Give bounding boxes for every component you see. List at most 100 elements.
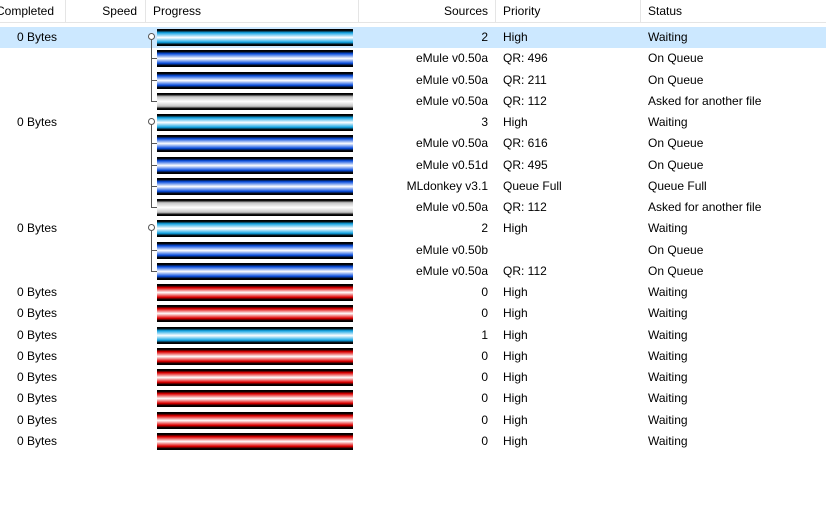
- priority: High: [503, 327, 528, 342]
- progress-bar: [157, 390, 353, 408]
- status: Asked for another file: [648, 200, 762, 214]
- priority: High: [503, 370, 528, 384]
- priority: High: [503, 306, 528, 321]
- progress-bar: [157, 199, 353, 216]
- completed: 0 Bytes: [16, 30, 57, 44]
- row[interactable]: [0, 410, 826, 431]
- row[interactable]: [0, 431, 826, 452]
- column-header[interactable]: Speed: [102, 4, 137, 18]
- status: Waiting: [648, 221, 688, 236]
- completed: 0 Bytes: [16, 391, 57, 406]
- progress-bar: [157, 411, 353, 429]
- status: Waiting: [648, 115, 688, 129]
- column-header[interactable]: Progress: [153, 4, 202, 18]
- tree-branch: [151, 143, 157, 145]
- completed: 0 Bytes: [16, 370, 57, 384]
- progress-bar: [157, 284, 353, 301]
- priority: QR: 211: [503, 72, 547, 87]
- priority: QR: 616: [503, 136, 548, 151]
- sources: MLdonkey v3.1: [406, 178, 488, 193]
- sources: 0: [481, 391, 488, 406]
- completed: 0 Bytes: [16, 221, 57, 236]
- status: Waiting: [648, 30, 688, 44]
- progress-bar: [157, 220, 353, 238]
- row[interactable]: [0, 112, 826, 133]
- progress-bar: [157, 29, 353, 46]
- progress-bar: [157, 50, 353, 68]
- sources: eMule v0.50a: [415, 200, 488, 214]
- priority: High: [503, 391, 528, 406]
- progress-bar: [157, 432, 353, 450]
- progress-bar: [157, 241, 353, 259]
- progress-bar: [157, 114, 353, 131]
- column-header[interactable]: Completed: [0, 4, 55, 18]
- column-separator: [145, 0, 146, 22]
- progress-bar: [157, 262, 353, 280]
- tree-branch: [151, 58, 157, 60]
- row[interactable]: [0, 218, 826, 239]
- row[interactable]: [0, 388, 826, 409]
- completed: 0 Bytes: [16, 433, 57, 448]
- completed: 0 Bytes: [16, 412, 57, 427]
- tree-branch: [151, 164, 157, 166]
- status: On Queue: [648, 72, 704, 87]
- column-separator: [640, 0, 641, 22]
- row[interactable]: [0, 325, 826, 346]
- sources: 0: [481, 433, 488, 448]
- priority: Queue Full: [503, 178, 562, 193]
- tree-branch: [151, 207, 157, 208]
- sources: 0: [481, 412, 488, 427]
- row[interactable]: [0, 346, 826, 367]
- priority: High: [503, 285, 528, 299]
- status: On Queue: [648, 136, 704, 151]
- priority: QR: 112: [503, 93, 547, 108]
- sources: 3: [481, 115, 488, 129]
- column-separator: [495, 0, 496, 22]
- tree-branch: [151, 249, 157, 251]
- completed: 0 Bytes: [16, 285, 57, 299]
- sources: eMule v0.50a: [415, 136, 488, 151]
- status: Waiting: [648, 306, 688, 321]
- sources: eMule v0.50a: [415, 93, 488, 108]
- completed: 0 Bytes: [16, 348, 57, 363]
- progress-bar: [157, 369, 353, 386]
- progress-bar: [157, 71, 353, 89]
- tree-line: [151, 230, 152, 272]
- sources: eMule v0.50a: [415, 51, 488, 66]
- column-header[interactable]: Priority: [503, 4, 541, 18]
- status: On Queue: [648, 157, 704, 172]
- row[interactable]: [0, 282, 826, 303]
- row[interactable]: [0, 27, 826, 48]
- priority: High: [503, 433, 528, 448]
- completed: 0 Bytes: [16, 327, 57, 342]
- row[interactable]: [0, 303, 826, 324]
- status: Waiting: [648, 370, 688, 384]
- column-separator: [358, 0, 359, 22]
- status: Queue Full: [648, 178, 707, 193]
- status: Waiting: [648, 285, 688, 299]
- column-header[interactable]: Status: [648, 4, 683, 18]
- status: Asked for another file: [648, 93, 762, 108]
- priority: QR: 112: [503, 263, 547, 278]
- priority: High: [503, 30, 528, 44]
- status: Waiting: [648, 348, 688, 363]
- status: Waiting: [648, 433, 688, 448]
- tree-line: [151, 124, 152, 208]
- sources: 0: [481, 348, 488, 363]
- sources: eMule v0.50a: [415, 72, 488, 87]
- priority: High: [503, 115, 528, 129]
- status: Waiting: [648, 412, 688, 427]
- status: Waiting: [648, 391, 688, 406]
- sources: eMule v0.51d: [415, 157, 488, 172]
- sources: 0: [481, 370, 488, 384]
- row[interactable]: [0, 367, 826, 388]
- tree-branch: [151, 100, 157, 102]
- tree-branch: [151, 270, 157, 272]
- priority: High: [503, 348, 528, 363]
- column-header[interactable]: Sources: [443, 4, 488, 18]
- column-separator: [65, 0, 66, 22]
- sources: 0: [481, 306, 488, 321]
- progress-bar: [157, 305, 353, 323]
- completed: 0 Bytes: [16, 115, 57, 129]
